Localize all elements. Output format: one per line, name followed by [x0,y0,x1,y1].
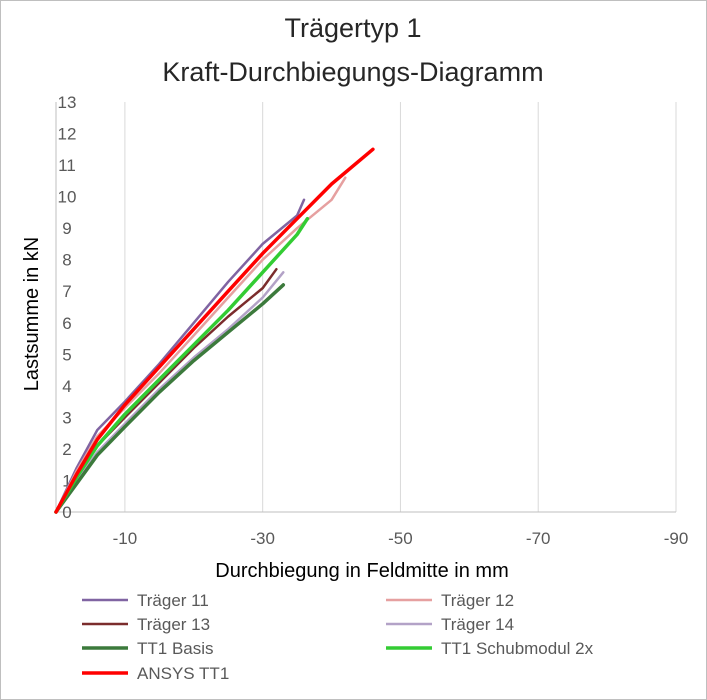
y-tick-label: 9 [62,219,71,238]
series-line-4 [54,271,285,514]
y-tick-label: 8 [62,251,71,270]
y-tick-label: 10 [58,188,77,207]
series-line-6 [54,216,310,514]
x-axis-label: Durchbiegung in Feldmitte in mm [215,560,508,582]
y-tick-label: 5 [62,345,71,364]
y-tick-label: 6 [62,314,71,333]
series-lines [54,147,375,514]
y-tick-label: 7 [62,282,71,301]
x-tick-label: -10 [113,529,138,548]
legend-label-2: Träger 12 [441,591,514,610]
x-tick-label: -30 [250,529,275,548]
series-line-3 [54,267,278,514]
legend-label-5: TT1 Basis [137,639,214,658]
series-line-5 [54,283,286,514]
x-tick-labels: -10 -30 -50 -70 -90 [113,529,689,548]
plot-gridlines [124,102,677,512]
y-tick-label: 11 [58,156,76,175]
legend-label-6: TT1 Schubmodul 2x [441,639,594,658]
series-line-1 [54,198,306,514]
y-tick-label: 0 [62,503,71,522]
y-tick-label: 12 [58,125,77,144]
y-tick-label: 3 [62,408,71,427]
plot-axes [55,102,676,513]
y-tick-label: 13 [58,93,77,112]
y-tick-label: 2 [62,440,71,459]
chart-legend: Träger 11 Träger 12 Träger 13 Träger 14 TT1 … [82,591,594,683]
chart-title-line-1: Trägertyp 1 [284,13,421,43]
legend-label-1: Träger 11 [137,591,209,610]
x-tick-label: -50 [388,529,413,548]
chart-title-line-2: Kraft-Durchbiegungs-Diagramm [162,57,543,87]
x-tick-label: -90 [664,529,689,548]
legend-label-3: Träger 13 [137,615,210,634]
x-tick-label: -70 [526,529,551,548]
series-line-7 [54,147,375,514]
legend-label-7: ANSYS TT1 [137,664,229,683]
y-tick-label: 1 [62,471,71,490]
legend-label-4: Träger 14 [441,615,514,634]
y-tick-label: 4 [62,377,71,396]
y-axis-label: Lastsumme in kN [21,237,43,392]
